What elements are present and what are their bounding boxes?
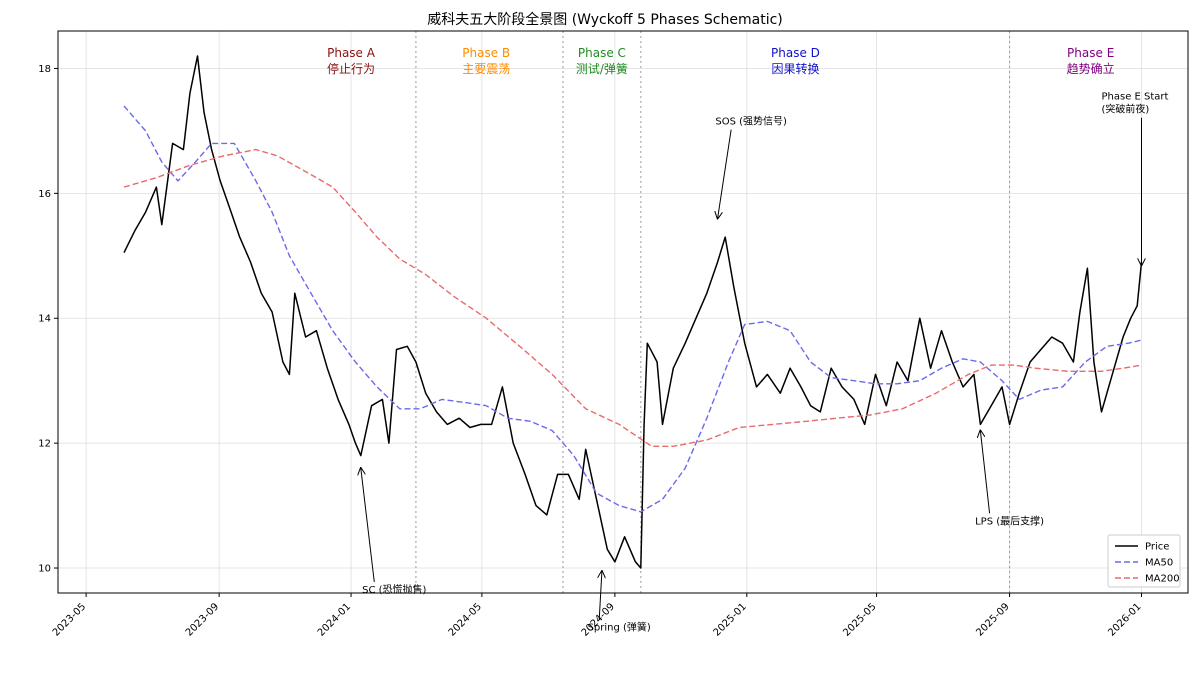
- annotation-label: SOS (强势信号): [715, 115, 787, 128]
- y-tick-label: 18: [38, 64, 51, 75]
- series-line-ma200: [123, 148, 1142, 447]
- y-tick-label: 16: [38, 189, 51, 200]
- x-tick-label: 2025-09: [974, 601, 1011, 638]
- phase-label: Phase B: [462, 46, 510, 60]
- annotation-arrow: [980, 431, 991, 514]
- x-tick-label: 2024-01: [316, 601, 353, 638]
- phase-label: Phase E: [1067, 46, 1114, 60]
- grid: [58, 31, 1188, 593]
- annotation-label: (突破前夜): [1101, 103, 1149, 116]
- phase-boundary-lines: [415, 31, 1011, 593]
- phase-label: Phase C: [578, 46, 626, 60]
- plot-frame: [57, 30, 1189, 594]
- y-tick-label: 10: [38, 564, 51, 575]
- annotation-label: LPS (最后支撑): [975, 514, 1044, 527]
- series-lines: [123, 55, 1143, 569]
- legend-label: Price: [1145, 542, 1169, 553]
- annotation-arrow: [361, 468, 375, 583]
- y-tick-label: 14: [38, 314, 51, 325]
- annotation-label: Phase E Start: [1101, 92, 1168, 103]
- series-line-price: [123, 55, 1143, 569]
- x-tick-label: 2023-05: [51, 601, 88, 638]
- phase-desc: 趋势确立: [1067, 61, 1115, 76]
- phase-desc: 因果转换: [771, 61, 819, 76]
- phase-label: Phase A: [327, 46, 376, 60]
- phase-label: Phase D: [771, 46, 820, 60]
- x-tick-label: 2024-05: [447, 601, 484, 638]
- y-axis: 10 12 14 16 18: [38, 64, 58, 575]
- annotation-arrow: [599, 571, 602, 620]
- phase-desc: 测试/弹簧: [576, 61, 628, 76]
- y-tick-label: 12: [38, 439, 51, 450]
- x-tick-label: 2025-05: [841, 601, 878, 638]
- x-tick-label: 2026-01: [1106, 601, 1143, 638]
- annotation-arrow: [718, 129, 732, 219]
- x-tick-label: 2025-01: [712, 601, 749, 638]
- legend-box: [1107, 534, 1181, 588]
- x-tick-label: 2023-09: [184, 601, 221, 638]
- series-line-ma50: [123, 105, 1142, 513]
- annotations: SC (恐慌抛售) SOS (强势信号) Spring (弹簧) LPS (最后支撑)…: [361, 92, 1169, 633]
- legend-label: MA200: [1145, 574, 1180, 585]
- legend: Price MA50 MA200: [1107, 534, 1181, 588]
- legend-label: MA50: [1145, 558, 1173, 569]
- annotation-label: SC (恐慌抛售): [362, 583, 426, 596]
- phase-desc: 主要震荡: [462, 62, 510, 76]
- annotation-label: Spring (弹簧): [588, 620, 651, 633]
- phase-desc: 停止行为: [327, 61, 375, 76]
- chart-title: 威科夫五大阶段全景图 (Wyckoff 5 Phases Schematic): [427, 11, 783, 28]
